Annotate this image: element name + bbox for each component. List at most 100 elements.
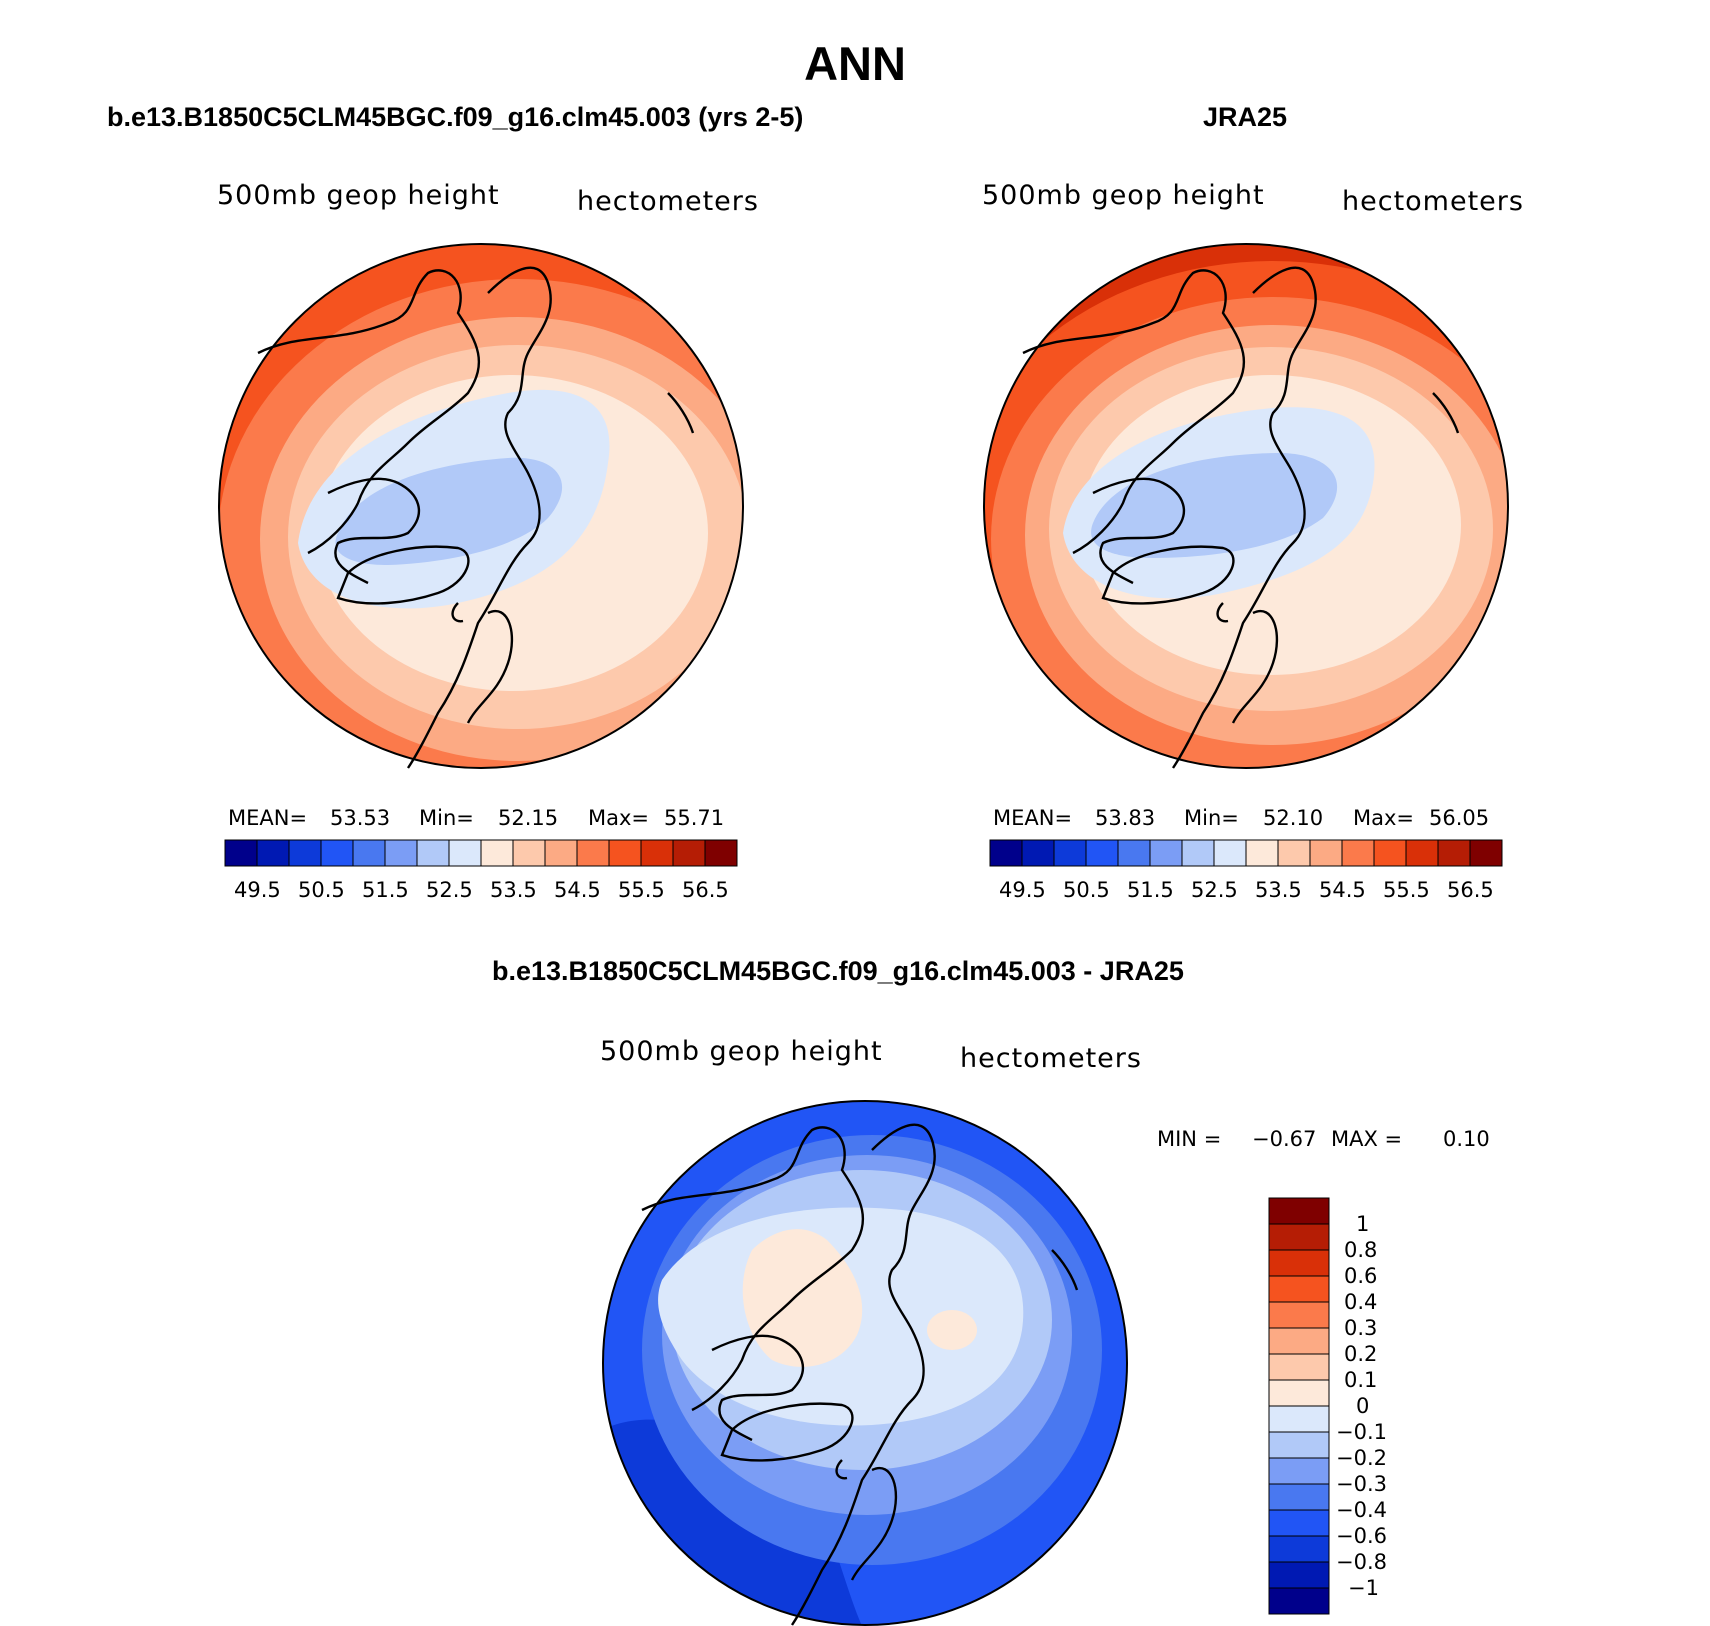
panel-2-variable-label: 500mb geop height <box>982 180 1265 211</box>
colorbar-swatch <box>1268 1327 1330 1355</box>
panel-2-max-label: Max= <box>1353 806 1415 830</box>
colorbar-swatch <box>1149 839 1183 867</box>
panel-1-max-label: Max= <box>588 806 650 830</box>
panel-2-min-label: Min= <box>1184 806 1239 830</box>
colorbar-swatch <box>480 839 514 867</box>
colorbar-swatch <box>576 839 610 867</box>
panel-2-coast-america <box>1172 266 1317 769</box>
panel-3-coast-aleutian <box>1051 1249 1079 1291</box>
panel-1-coast-aleutian <box>667 392 695 434</box>
colorbar-swatch <box>1181 839 1215 867</box>
panel-1-title: b.e13.B1850C5CLM45BGC.f09_g16.clm45.003 … <box>107 102 804 132</box>
colorbar-swatch <box>1309 839 1343 867</box>
colorbar-swatch <box>1268 1223 1330 1251</box>
panel-1-mean-label: MEAN= <box>228 806 308 830</box>
panel-3-band-positive-east <box>927 1310 977 1350</box>
colorbar-swatch <box>1268 1431 1330 1459</box>
colorbar-swatch <box>1268 1457 1330 1485</box>
panel-3-coastlines <box>641 1123 1079 1626</box>
colorbar-swatch <box>1268 1197 1330 1225</box>
panel-2-colorbar-tick: 55.5 <box>1383 878 1430 902</box>
colorbar-swatch <box>1268 1509 1330 1537</box>
panel-2-colorbar-tick: 56.5 <box>1447 878 1494 902</box>
panel-1-coast-eurasia <box>257 269 481 555</box>
panel-3-colorbar-tick: −0.1 <box>1336 1420 1387 1444</box>
colorbar-swatch <box>1268 1587 1330 1615</box>
panel-1-mean-value: 53.53 <box>330 806 391 830</box>
panel-2-colorbar <box>989 839 1503 867</box>
colorbar-swatch <box>320 839 354 867</box>
colorbar-swatch <box>352 839 386 867</box>
panel-2-coast-hudson <box>1231 609 1279 724</box>
colorbar-swatch <box>1021 839 1055 867</box>
panel-1-variable-label: 500mb geop height <box>217 180 500 211</box>
panel-2-units-label: hectometers <box>1342 186 1524 217</box>
colorbar-swatch <box>1268 1561 1330 1589</box>
panel-1-coastlines <box>257 266 695 769</box>
colorbar-swatch <box>384 839 418 867</box>
panel-1-coast-islands <box>327 477 420 585</box>
panel-1-units-label: hectometers <box>577 186 759 217</box>
colorbar-swatch <box>1341 839 1375 867</box>
panel-3-colorbar <box>1268 1197 1330 1615</box>
panel-2-coast-islands <box>1092 477 1185 585</box>
panel-1-colorbar-tick: 52.5 <box>426 878 473 902</box>
panel-3-min-value: −0.67 <box>1252 1127 1317 1151</box>
colorbar-swatch <box>1268 1535 1330 1563</box>
panel-1-colorbar-tick: 53.5 <box>490 878 537 902</box>
panel-1-coast-iceland <box>451 602 464 623</box>
colorbar-swatch <box>1268 1379 1330 1407</box>
panel-3-coast-greenland <box>720 1402 854 1462</box>
panel-1-map-border <box>218 243 744 769</box>
panel-1-polar-map <box>218 243 744 769</box>
panel-2-colorbar-tick: 51.5 <box>1127 878 1174 902</box>
panel-3-polar-map <box>602 1100 1128 1626</box>
colorbar-swatch <box>1268 1483 1330 1511</box>
panel-1-min-value: 52.15 <box>498 806 559 830</box>
colorbar-swatch <box>1268 1405 1330 1433</box>
colorbar-swatch <box>288 839 322 867</box>
colorbar-swatch <box>416 839 450 867</box>
colorbar-swatch <box>704 839 738 867</box>
panel-2-colorbar-tick: 52.5 <box>1191 878 1238 902</box>
panel-1-colorbar-tick: 56.5 <box>682 878 729 902</box>
panel-3-band-positive <box>742 1229 863 1367</box>
figure-title: ANN <box>804 37 906 90</box>
panel-3-colorbar-tick: 1 <box>1356 1212 1370 1236</box>
panel-1-min-label: Min= <box>419 806 474 830</box>
panel-2-polar-map <box>983 243 1509 769</box>
colorbar-swatch <box>1268 1249 1330 1277</box>
colorbar-swatch <box>1405 839 1439 867</box>
panel-2-max-value: 56.05 <box>1429 806 1490 830</box>
panel-3-colorbar-tick: 0 <box>1356 1394 1370 1418</box>
panel-1-colorbar-tick: 54.5 <box>554 878 601 902</box>
panel-3-colorbar-tick: 0.2 <box>1344 1342 1378 1366</box>
panel-2-colorbar-tick: 54.5 <box>1319 878 1366 902</box>
colorbar-swatch <box>1117 839 1151 867</box>
panel-2-coast-greenland <box>1101 545 1235 605</box>
colorbar-swatch <box>989 839 1023 867</box>
colorbar-swatch <box>1268 1275 1330 1303</box>
panel-3-coast-hudson <box>850 1466 898 1581</box>
colorbar-swatch <box>512 839 546 867</box>
panel-3-colorbar-tick: −0.3 <box>1336 1472 1387 1496</box>
panel-3-max-value: 0.10 <box>1443 1127 1490 1151</box>
panel-2-colorbar-tick: 53.5 <box>1255 878 1302 902</box>
panel-3-coast-america <box>791 1123 936 1626</box>
panel-1-colorbar-tick: 50.5 <box>298 878 345 902</box>
panel-3-colorbar-tick: 0.1 <box>1344 1368 1378 1392</box>
colorbar-swatch <box>1053 839 1087 867</box>
colorbar-swatch <box>640 839 674 867</box>
colorbar-swatch <box>224 839 258 867</box>
panel-1-colorbar-tick: 55.5 <box>618 878 665 902</box>
panel-3-title: b.e13.B1850C5CLM45BGC.f09_g16.clm45.003 … <box>492 956 1184 986</box>
panel-1-coast-hudson <box>466 609 514 724</box>
panel-3-units-label: hectometers <box>960 1043 1142 1074</box>
panel-2-coastlines <box>1022 266 1460 769</box>
panel-1-coast-america <box>407 266 552 769</box>
panel-1-colorbar-tick: 51.5 <box>362 878 409 902</box>
panel-3-variable-label: 500mb geop height <box>600 1036 883 1067</box>
colorbar-swatch <box>1245 839 1279 867</box>
panel-1-coast-greenland <box>336 545 470 605</box>
panel-3-coast-islands <box>711 1334 804 1442</box>
